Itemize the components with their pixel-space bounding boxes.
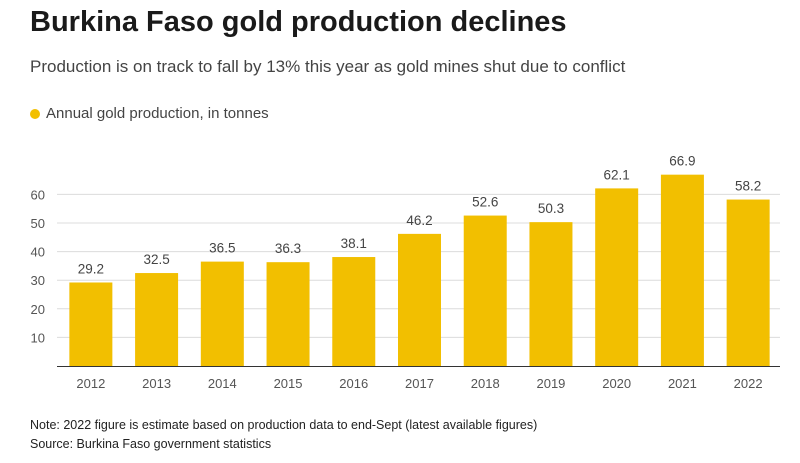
data-label-2019: 50.3 bbox=[538, 201, 564, 216]
x-tick-label-2014: 2014 bbox=[208, 376, 237, 391]
x-tick-label-2015: 2015 bbox=[274, 376, 303, 391]
y-axis-ticks: 10 20 30 40 50 60 bbox=[31, 187, 45, 345]
x-tick-label-2019: 2019 bbox=[536, 376, 565, 391]
y-tick-label-10: 10 bbox=[31, 330, 45, 345]
data-label-2012: 29.2 bbox=[78, 261, 104, 276]
legend-swatch bbox=[30, 108, 40, 119]
data-label-2013: 32.5 bbox=[143, 252, 169, 267]
x-tick-label-2013: 2013 bbox=[142, 376, 171, 391]
bar-2020 bbox=[595, 188, 639, 366]
legend-label: Annual gold production, in tonnes bbox=[46, 105, 269, 122]
y-tick-label-30: 30 bbox=[31, 273, 45, 288]
x-tick-label-2016: 2016 bbox=[339, 376, 368, 391]
data-label-2017: 46.2 bbox=[406, 213, 432, 228]
source-note: Source: Burkina Faso government statisti… bbox=[30, 437, 272, 451]
bar-2013 bbox=[135, 273, 179, 366]
bar-2021 bbox=[660, 174, 704, 366]
x-tick-label-2012: 2012 bbox=[76, 376, 105, 391]
bars bbox=[69, 174, 770, 366]
bar-2017 bbox=[398, 233, 441, 366]
data-label-2015: 36.3 bbox=[275, 241, 301, 256]
x-tick-label-2022: 2022 bbox=[734, 376, 763, 391]
data-label-2018: 52.6 bbox=[472, 195, 498, 210]
x-tick-label-2021: 2021 bbox=[668, 376, 697, 391]
bar-2012 bbox=[69, 282, 113, 366]
data-label-2016: 38.1 bbox=[341, 236, 367, 251]
x-tick-label-2017: 2017 bbox=[405, 376, 434, 391]
chart-subtitle: Production is on track to fall by 13% th… bbox=[30, 57, 626, 76]
data-label-2020: 62.1 bbox=[604, 167, 630, 182]
y-tick-label-50: 50 bbox=[31, 216, 45, 231]
data-label-2021: 66.9 bbox=[669, 154, 695, 169]
footnote: Note: 2022 figure is estimate based on p… bbox=[30, 418, 538, 432]
bar-2022 bbox=[726, 199, 770, 366]
y-tick-label-40: 40 bbox=[31, 245, 45, 260]
data-label-2022: 58.2 bbox=[735, 179, 761, 194]
y-tick-label-60: 60 bbox=[31, 187, 45, 202]
bar-2014 bbox=[200, 261, 244, 366]
bar-2015 bbox=[266, 262, 310, 366]
bar-2018 bbox=[463, 215, 507, 366]
chart-title: Burkina Faso gold production declines bbox=[30, 6, 567, 38]
x-axis-ticks: 2012 2013 2014 2015 2016 2017 2018 2019 2020 2021… bbox=[76, 376, 762, 391]
data-labels: 29.2 32.5 36.5 36.3 38.1 46.2 52.6 50.3 62.1 66.9… bbox=[78, 154, 762, 277]
x-tick-label-2018: 2018 bbox=[471, 376, 500, 391]
x-tick-label-2020: 2020 bbox=[602, 376, 631, 391]
data-label-2014: 36.5 bbox=[209, 241, 235, 256]
bar-2019 bbox=[529, 222, 573, 366]
legend: Annual gold production, in tonnes bbox=[30, 105, 269, 122]
bar-2016 bbox=[332, 257, 376, 366]
y-tick-label-20: 20 bbox=[31, 302, 45, 317]
